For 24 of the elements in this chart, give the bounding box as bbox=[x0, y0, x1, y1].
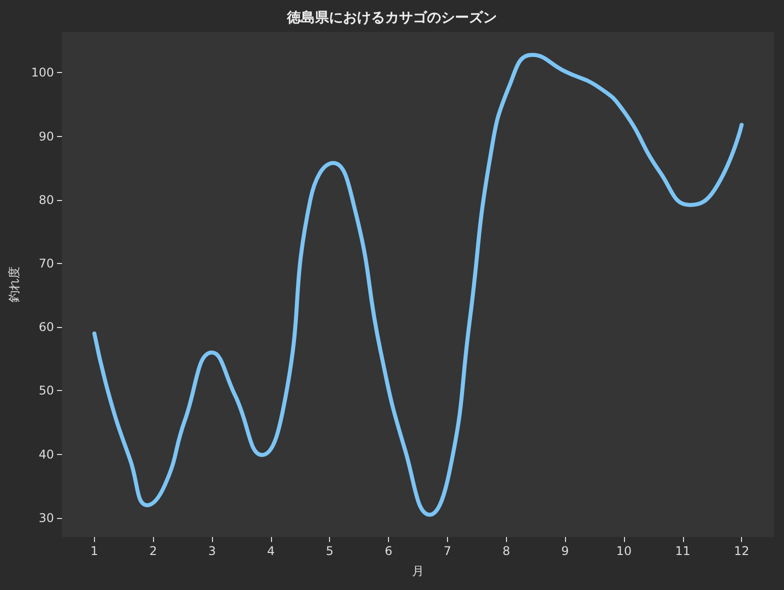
x-tick-label: 6 bbox=[384, 544, 392, 558]
x-tick-label: 3 bbox=[208, 544, 216, 558]
x-tick-label: 12 bbox=[734, 544, 750, 558]
x-tick-label: 2 bbox=[149, 544, 158, 558]
y-tick-label: 100 bbox=[31, 66, 54, 80]
x-tick-label: 8 bbox=[502, 544, 510, 558]
x-tick-label: 7 bbox=[444, 544, 452, 558]
y-tick-label: 80 bbox=[38, 192, 54, 207]
chart-title: 徳島県におけるカサゴのシーズン bbox=[286, 10, 497, 26]
x-tick-label: 1 bbox=[90, 544, 98, 558]
x-tick-label: 5 bbox=[326, 544, 334, 558]
x-tick-label: 11 bbox=[675, 544, 690, 558]
y-tick-label: 90 bbox=[38, 129, 54, 144]
y-tick-label: 60 bbox=[38, 320, 54, 334]
line-series bbox=[92, 52, 744, 517]
x-tick-label: 4 bbox=[267, 544, 275, 558]
y-tick-label: 50 bbox=[38, 384, 54, 398]
x-tick-label: 10 bbox=[616, 544, 632, 558]
y-axis-title: 釣れ度 bbox=[7, 266, 22, 302]
x-tick-label: 9 bbox=[561, 544, 569, 558]
y-tick-label: 30 bbox=[38, 510, 54, 525]
y-tick-label: 40 bbox=[38, 447, 54, 462]
x-axis-title: 月 bbox=[412, 564, 424, 578]
y-tick-label: 70 bbox=[38, 256, 54, 271]
